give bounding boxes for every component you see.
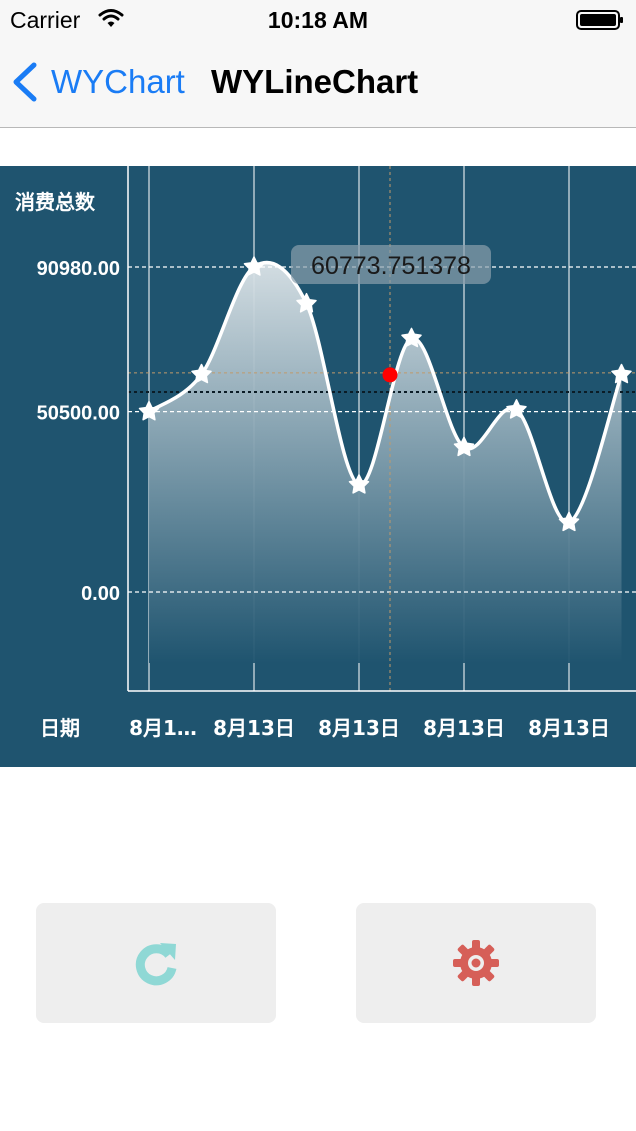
carrier-label: Carrier	[10, 7, 81, 33]
y-tick-label: 90980.00	[37, 258, 120, 280]
status-time: 10:18 AM	[267, 7, 369, 33]
status-bar: Carrier 10:18 AM	[0, 0, 636, 40]
battery-icon	[576, 10, 623, 30]
data-point-star	[243, 256, 265, 276]
selected-point-marker	[382, 367, 398, 383]
data-point-star	[296, 292, 317, 313]
x-tick-label: 8月13日	[528, 716, 610, 740]
navigation-bar: WYChart WYLineChart	[0, 40, 636, 128]
data-point-star	[138, 400, 160, 421]
area-fill	[149, 262, 622, 663]
line-chart-svg: 60773.751378 消费总数 日期 90980.00 50500.00 0.0…	[15, 166, 636, 740]
y-tick-label: 0.00	[81, 583, 120, 605]
data-point-star	[453, 436, 475, 457]
gear-icon	[453, 940, 499, 986]
value-tooltip-background	[291, 245, 491, 284]
data-point-star	[401, 327, 422, 348]
refresh-icon	[135, 943, 177, 986]
x-tick-label: 8月1…	[129, 716, 197, 740]
x-axis-label: 日期	[40, 716, 80, 740]
settings-button[interactable]	[356, 903, 596, 1023]
wifi-icon	[98, 9, 124, 27]
y-tick-label: 50500.00	[37, 403, 120, 425]
value-tooltip: 60773.751378	[311, 252, 471, 280]
y-axis-label: 消费总数	[15, 190, 96, 214]
x-tick-label: 8月13日	[213, 716, 295, 740]
data-point-star	[611, 363, 632, 384]
refresh-button[interactable]	[36, 903, 276, 1023]
x-tick-label: 8月13日	[318, 716, 400, 740]
data-point-star	[348, 474, 370, 494]
data-point-star	[191, 363, 212, 384]
page-title: WYLineChart	[211, 63, 419, 100]
back-label: WYChart	[51, 63, 185, 100]
line-chart[interactable]: 60773.751378 消费总数 日期 90980.00 50500.00 0.0…	[0, 166, 636, 767]
data-point-star	[558, 511, 580, 532]
data-point-star	[506, 399, 527, 419]
x-tick-label: 8月13日	[423, 716, 505, 740]
back-chevron-icon	[13, 62, 37, 102]
series-line	[147, 260, 624, 525]
